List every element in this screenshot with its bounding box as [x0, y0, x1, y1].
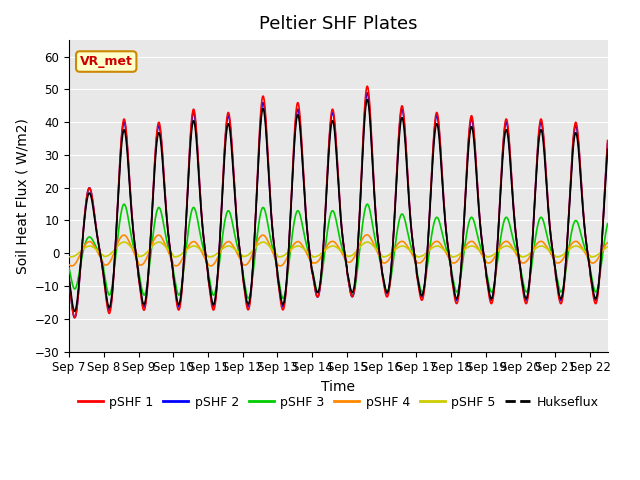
Text: VR_met: VR_met — [80, 55, 132, 68]
Legend: pSHF 1, pSHF 2, pSHF 3, pSHF 4, pSHF 5, Hukseflux: pSHF 1, pSHF 2, pSHF 3, pSHF 4, pSHF 5, … — [73, 391, 604, 414]
Title: Peltier SHF Plates: Peltier SHF Plates — [259, 15, 417, 33]
Y-axis label: Soil Heat Flux ( W/m2): Soil Heat Flux ( W/m2) — [15, 118, 29, 274]
X-axis label: Time: Time — [321, 380, 355, 394]
